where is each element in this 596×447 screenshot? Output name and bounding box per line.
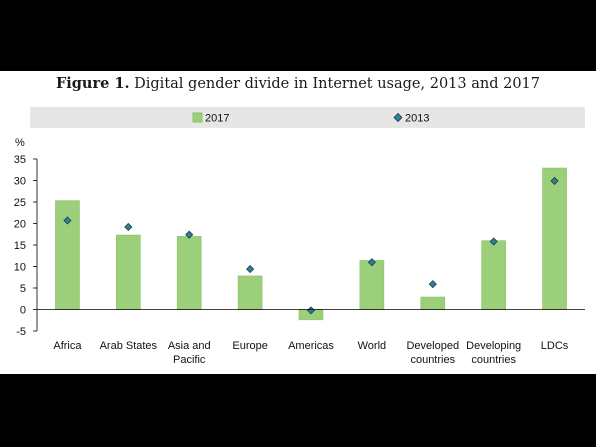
category-label: countries: [410, 354, 455, 366]
legend-swatch-2017: [192, 112, 203, 123]
marker-2013: [489, 237, 498, 246]
y-axis-label: %: [15, 137, 25, 149]
bar-2017: [237, 275, 263, 310]
category-label: Africa: [53, 340, 82, 352]
legend-marker-2013: [393, 112, 403, 123]
legend-band: [30, 107, 585, 128]
bar-2017: [542, 167, 567, 310]
figure-title: Figure 1. Digital gender divide in Inter…: [0, 75, 596, 92]
category-label: LDCs: [541, 340, 569, 352]
y-tick-label: 20: [14, 219, 26, 231]
y-tick-label: 25: [14, 197, 26, 209]
category-label: Arab States: [100, 340, 158, 352]
marker-2013: [185, 230, 194, 239]
y-tick-label: 5: [20, 283, 26, 295]
marker-2013: [124, 222, 133, 232]
marker-2013: [428, 280, 437, 289]
y-tick-label: 0: [20, 305, 26, 317]
marker-2013: [63, 216, 72, 225]
bar-2017: [359, 260, 385, 310]
y-tick-label: 30: [14, 176, 26, 188]
legend-label-2017: 2017: [205, 113, 229, 125]
y-tick-label: -5: [16, 326, 26, 338]
category-label: Developed: [406, 340, 459, 352]
figure-number: Figure 1.: [55, 75, 130, 92]
figure-title-text: Digital gender divide in Internet usage,…: [134, 76, 541, 92]
bar-2017: [420, 296, 446, 310]
category-label: World: [358, 340, 387, 352]
legend-label-2013: 2013: [405, 113, 429, 125]
y-tick-label: 10: [14, 262, 26, 274]
marker-2013: [550, 176, 559, 185]
chart: 2017 2013% -5 0 5 10 15 20 25 30 35 Africa Arab Stat…: [14, 107, 585, 366]
category-label: Pacific: [173, 354, 206, 366]
bar-2017: [481, 240, 506, 310]
category-label: Developing: [466, 340, 521, 352]
category-label: Americas: [288, 340, 334, 352]
marker-2013: [246, 265, 255, 274]
category-label: countries: [471, 354, 516, 366]
category-label: Europe: [232, 340, 267, 352]
bar-2017: [116, 234, 141, 310]
y-tick-label: 35: [14, 154, 26, 166]
marker-2013: [367, 258, 376, 267]
category-label: Asia and: [168, 340, 211, 352]
bar-2017: [176, 236, 202, 310]
y-tick-label: 15: [14, 240, 26, 252]
figure-panel: Figure 1. Digital gender divide in Inter…: [0, 71, 596, 374]
